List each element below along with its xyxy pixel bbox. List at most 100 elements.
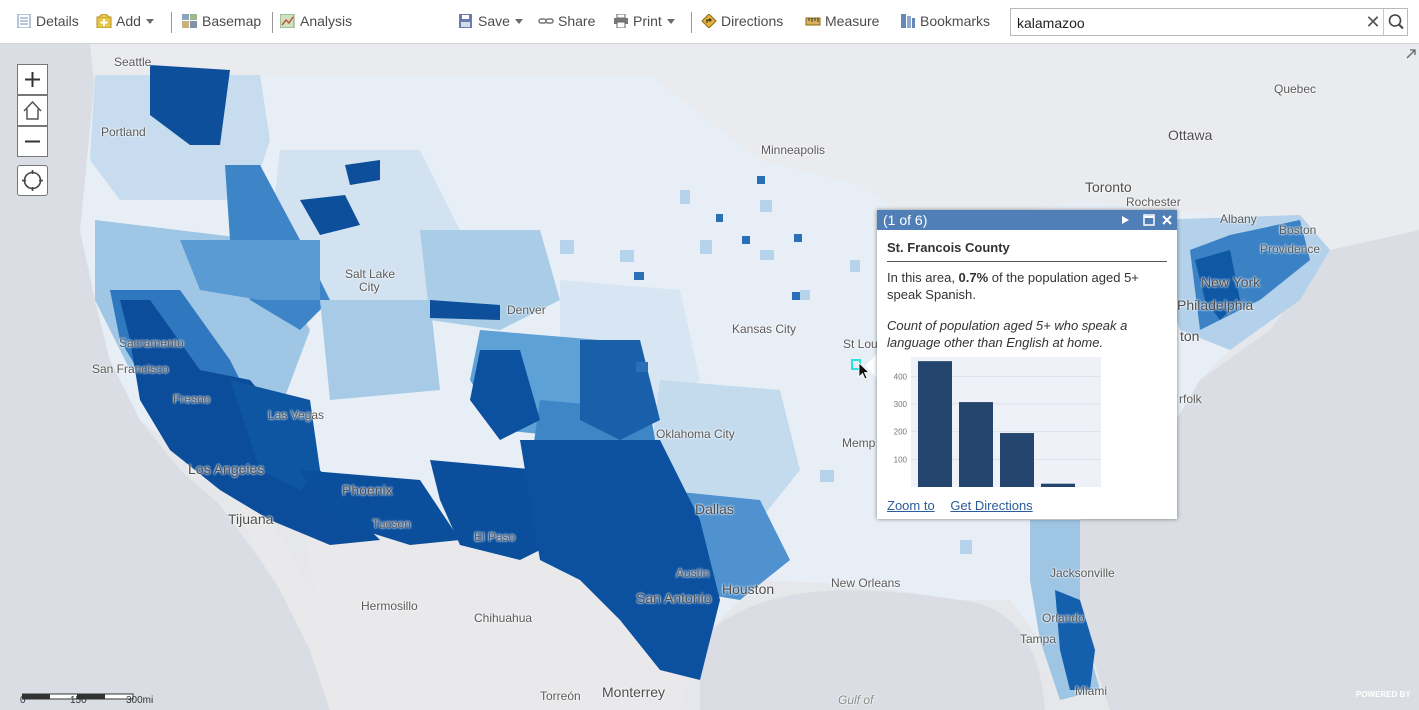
popup-body: St. Francois County In this area, 0.7% o… <box>877 230 1177 496</box>
city-label: Tijuana <box>228 511 274 527</box>
chevron-down-icon <box>666 19 675 24</box>
city-label: Miami <box>1075 684 1107 698</box>
chart-bar[interactable] <box>1041 483 1075 487</box>
measure-icon <box>805 17 821 26</box>
city-label: Toronto <box>1085 179 1132 195</box>
print-label: Print <box>633 13 662 29</box>
basemap-icon <box>182 14 197 28</box>
city-label: City <box>359 280 380 294</box>
locate-button[interactable] <box>17 165 48 196</box>
city-label: rfolk <box>1179 392 1202 406</box>
zoom-in-button[interactable] <box>17 64 48 95</box>
close-icon[interactable] <box>1161 214 1173 226</box>
search-box: ✕ <box>1010 8 1408 36</box>
esri-attribution: POWERED BY <box>1356 690 1411 699</box>
next-feature-button[interactable] <box>1120 215 1130 225</box>
scale-tick-0: 0 <box>20 695 26 706</box>
city-label: Oklahoma City <box>656 427 735 441</box>
toolbar-divider <box>272 12 273 33</box>
city-label: Kansas City <box>732 322 797 336</box>
city-label: New York <box>1201 274 1261 290</box>
measure-button[interactable]: Measure <box>805 0 879 43</box>
popup-description: In this area, 0.7% of the population age… <box>887 269 1167 303</box>
basemap-button[interactable]: Basemap <box>182 0 261 43</box>
search-icon <box>1388 14 1404 30</box>
city-label: Dallas <box>695 501 734 517</box>
chart-bar[interactable] <box>918 361 952 487</box>
city-label: Houston <box>722 581 775 597</box>
city-label: Phoenix <box>342 482 393 498</box>
popup-text-pre: In this area, <box>887 270 959 285</box>
city-label: Philadelphia <box>1177 297 1254 313</box>
bookmarks-button[interactable]: Bookmarks <box>900 0 990 43</box>
city-label: Minneapolis <box>761 143 826 157</box>
details-button[interactable]: Details <box>16 0 79 43</box>
city-label: Rochester <box>1126 195 1181 209</box>
toolbar-divider <box>691 12 692 33</box>
close-icon: ✕ <box>1365 12 1381 32</box>
city-label: Fresno <box>173 392 211 406</box>
zoom-to-link[interactable]: Zoom to <box>887 498 935 513</box>
scale-tick-150: 150 <box>70 695 87 706</box>
bookmarks-label: Bookmarks <box>920 13 991 29</box>
popup-title: St. Francois County <box>887 240 1167 262</box>
locate-icon <box>22 170 43 191</box>
city-label: Seattle <box>114 55 152 69</box>
analysis-button[interactable]: Analysis <box>280 0 352 43</box>
add-icon <box>96 14 112 28</box>
scale-bar-graphic <box>21 693 134 700</box>
city-label: Portland <box>101 125 146 139</box>
analysis-label: Analysis <box>300 13 353 29</box>
expand-icon[interactable] <box>1405 48 1417 60</box>
city-label: Los Angeles <box>188 461 265 477</box>
print-button[interactable]: Print <box>613 0 675 43</box>
zoom-out-button[interactable] <box>17 126 48 157</box>
clear-search-button[interactable]: ✕ <box>1363 9 1383 35</box>
save-label: Save <box>478 13 510 29</box>
toolbar: Details Add Basemap Analysis Save Share … <box>0 0 1419 44</box>
measure-label: Measure <box>825 13 880 29</box>
chart-bar[interactable] <box>959 402 993 487</box>
toolbar-divider <box>171 12 172 33</box>
popup-text-value: 0.7% <box>958 270 989 285</box>
city-label: Hermosillo <box>361 599 418 613</box>
city-label: St Lou <box>843 337 878 351</box>
share-button[interactable]: Share <box>538 0 595 43</box>
chevron-down-icon <box>145 19 154 24</box>
directions-button[interactable]: Directions <box>701 0 783 43</box>
chevron-down-icon <box>514 19 523 24</box>
search-input[interactable] <box>1015 12 1359 34</box>
get-directions-link[interactable]: Get Directions <box>950 498 1033 513</box>
save-button[interactable]: Save <box>458 0 523 43</box>
city-label: Orlando <box>1042 611 1085 625</box>
popup-pointer <box>865 354 877 378</box>
chart-y-tick-label: 300 <box>894 400 908 409</box>
chart-bar[interactable] <box>1000 433 1034 487</box>
add-label: Add <box>116 13 141 29</box>
map-view[interactable]: Seattle Portland Minneapolis Quebec Otta… <box>0 44 1419 710</box>
city-label: Sacramento <box>119 336 184 350</box>
popup-text-post: of the population aged 5+ speak Spanish. <box>887 270 1139 302</box>
save-icon <box>459 14 472 28</box>
popup-actions: Zoom to Get Directions <box>887 498 1045 513</box>
directions-label: Directions <box>721 13 784 29</box>
print-icon <box>614 14 628 28</box>
search-button[interactable] <box>1383 9 1408 35</box>
directions-icon <box>701 14 717 28</box>
city-label: San Antonio <box>636 590 712 606</box>
city-label: Jacksonville <box>1050 566 1115 580</box>
chart-y-tick-label: 400 <box>894 372 908 381</box>
analysis-icon <box>280 14 295 28</box>
share-icon <box>538 18 554 24</box>
add-button[interactable]: Add <box>96 0 154 43</box>
city-label: Albany <box>1220 212 1257 226</box>
city-label: Torreón <box>540 689 581 703</box>
minus-icon <box>25 140 40 143</box>
city-label: New Orleans <box>831 576 901 590</box>
city-label: Monterrey <box>602 684 666 700</box>
popup-counter: (1 of 6) <box>883 212 928 228</box>
city-label: Ottawa <box>1168 127 1213 143</box>
home-button[interactable] <box>17 95 48 126</box>
city-label: El Paso <box>474 530 516 544</box>
maximize-icon[interactable] <box>1143 214 1155 226</box>
